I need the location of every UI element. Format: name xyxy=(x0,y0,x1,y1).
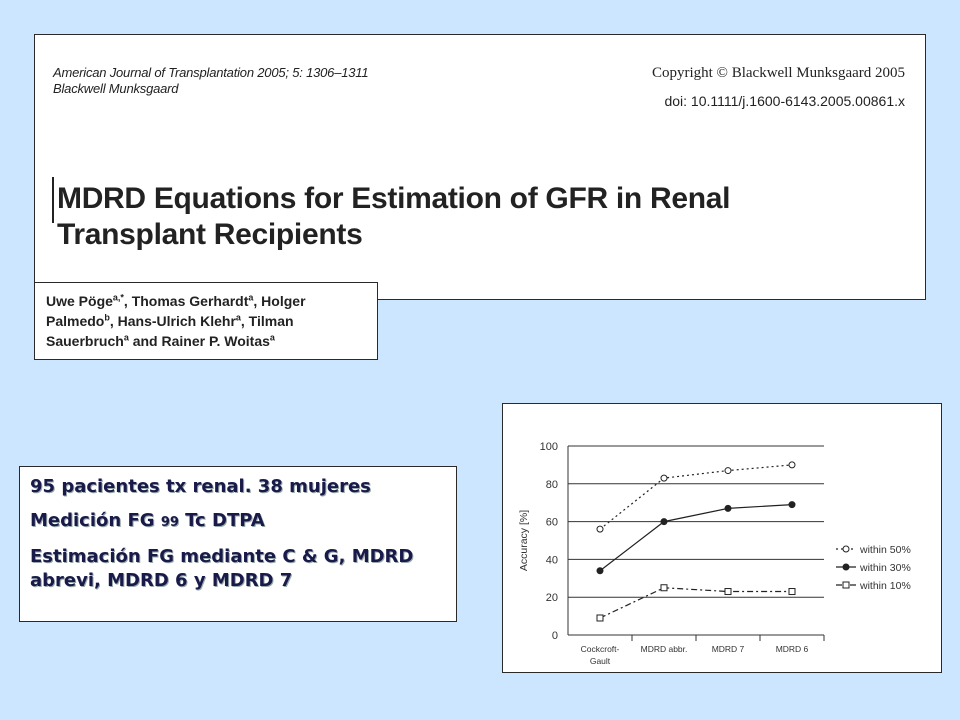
x-tick-label: MDRD 7 xyxy=(712,644,745,654)
data-point xyxy=(842,581,850,589)
author-affiliation: a xyxy=(269,332,275,343)
info-estimation: Estimación FG mediante C & G, MDRD abrev… xyxy=(30,546,414,591)
author-name: , Tilman Sauerbruch xyxy=(46,313,294,349)
doi-text: doi: 10.1111/j.1600-6143.2005.00861.x xyxy=(664,93,905,109)
paper-header: American Journal of Transplantation 2005… xyxy=(34,34,926,300)
y-tick-label: 60 xyxy=(546,517,558,529)
author-affiliation: b xyxy=(104,312,110,323)
paper-title-line1: MDRD Equations for Estimation of GFR in … xyxy=(57,182,731,215)
x-tick-label: MDRD 6 xyxy=(776,644,809,654)
y-axis-label: Accuracy [%] xyxy=(518,510,530,571)
data-point xyxy=(724,467,732,475)
authors-box: Uwe Pögea,*, Thomas Gerhardta, Holger Pa… xyxy=(34,282,378,360)
data-point xyxy=(596,567,604,575)
author-affiliation: a xyxy=(248,292,254,303)
data-point xyxy=(842,545,850,553)
series-line xyxy=(599,503,793,572)
data-point xyxy=(660,584,668,592)
x-tick-label: Cockcroft- xyxy=(581,644,620,654)
x-tick-label: Gault xyxy=(590,656,611,666)
data-point xyxy=(596,525,604,533)
paper-title-line2: Transplant Recipients xyxy=(57,218,363,251)
y-tick-label: 40 xyxy=(546,554,558,566)
isotope-number: 99 xyxy=(160,515,179,530)
data-point xyxy=(788,588,796,596)
author-name: and Rainer P. Woitas xyxy=(128,333,270,349)
data-point xyxy=(842,563,850,571)
copyright-text: Copyright © Blackwell Munksgaard 2005 xyxy=(651,65,905,81)
author-name: , Hans-Ulrich Klehr xyxy=(109,313,236,329)
data-point xyxy=(660,474,668,482)
journal-citation: American Journal of Transplantation 2005… xyxy=(53,65,369,80)
title-cursor-bar xyxy=(52,177,54,223)
data-point xyxy=(724,588,732,596)
info-measurement-text: Medición FG xyxy=(30,510,161,531)
paper-title: MDRD Equations for Estimation of GFR in … xyxy=(57,181,857,253)
legend-label: within 10% xyxy=(859,580,911,592)
x-tick-label: MDRD abbr. xyxy=(641,644,688,654)
series-line xyxy=(599,464,793,530)
y-tick-label: 20 xyxy=(546,592,558,604)
data-point xyxy=(724,504,732,512)
series-line xyxy=(599,587,792,619)
info-measurement-isotope: Tc DTPA xyxy=(178,510,265,531)
legend-label: within 30% xyxy=(859,562,911,574)
info-measurement: Medición FG 99 Tc DTPA xyxy=(30,509,446,535)
accuracy-chart: 0 20 40 60 80 100 Cockcroft- Gault MDRD abbr. MDR… xyxy=(502,403,942,673)
author-affiliation: a xyxy=(123,332,129,343)
author-name: Uwe Pöge xyxy=(46,293,113,309)
data-point xyxy=(788,501,796,509)
journal-publisher: Blackwell Munksgaard xyxy=(53,81,179,96)
y-tick-label: 100 xyxy=(540,441,558,453)
author-name: , Holger Palmedo xyxy=(46,293,306,329)
legend-label: within 50% xyxy=(859,544,911,556)
author-affiliation: a xyxy=(235,312,241,323)
y-tick-label: 80 xyxy=(546,479,558,491)
info-patients: 95 pacientes tx renal. 38 mujeres xyxy=(30,476,371,497)
data-point xyxy=(596,614,604,622)
y-tick-label: 0 xyxy=(552,630,558,642)
chart-canvas: 0 20 40 60 80 100 Cockcroft- Gault MDRD abbr. MDR… xyxy=(518,441,911,666)
data-point xyxy=(788,461,796,469)
author-name: , Thomas Gerhardt xyxy=(123,293,249,309)
study-info-box: 95 pacientes tx renal. 38 mujeres Medici… xyxy=(19,466,457,622)
data-point xyxy=(660,518,668,526)
author-affiliation: a,* xyxy=(112,292,124,303)
